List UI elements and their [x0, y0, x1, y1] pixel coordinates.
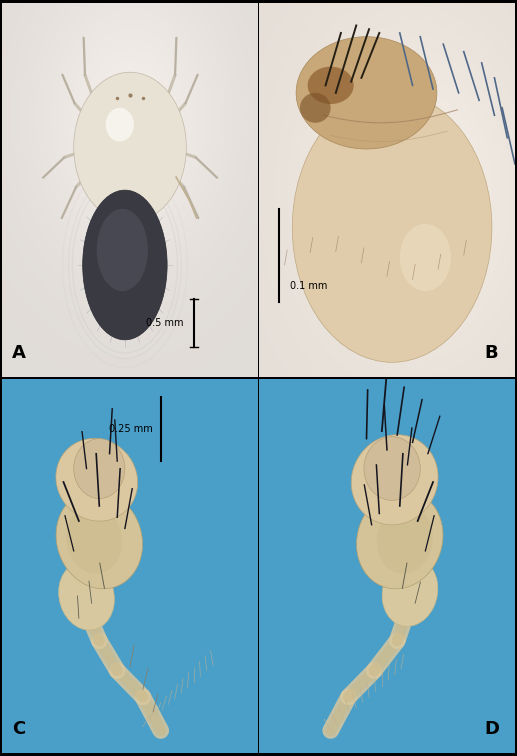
Text: A: A	[12, 344, 26, 362]
Ellipse shape	[74, 438, 125, 498]
Ellipse shape	[56, 491, 143, 589]
Ellipse shape	[400, 224, 451, 291]
Ellipse shape	[83, 191, 167, 340]
Ellipse shape	[59, 562, 114, 630]
Text: B: B	[484, 344, 498, 362]
Ellipse shape	[56, 438, 138, 521]
Ellipse shape	[300, 93, 331, 122]
Text: C: C	[12, 720, 25, 738]
Ellipse shape	[308, 67, 354, 104]
Text: 0.5 mm: 0.5 mm	[146, 318, 184, 328]
Ellipse shape	[382, 558, 438, 626]
Text: 0.1 mm: 0.1 mm	[290, 281, 327, 291]
Ellipse shape	[97, 209, 148, 291]
Ellipse shape	[377, 506, 433, 574]
Ellipse shape	[74, 73, 186, 222]
Ellipse shape	[351, 435, 438, 525]
Ellipse shape	[292, 93, 492, 362]
Ellipse shape	[364, 437, 420, 500]
Ellipse shape	[105, 108, 134, 141]
Ellipse shape	[357, 491, 443, 589]
Text: 0.25 mm: 0.25 mm	[109, 424, 153, 434]
Ellipse shape	[296, 37, 437, 149]
Text: D: D	[484, 720, 499, 738]
Ellipse shape	[66, 506, 122, 574]
